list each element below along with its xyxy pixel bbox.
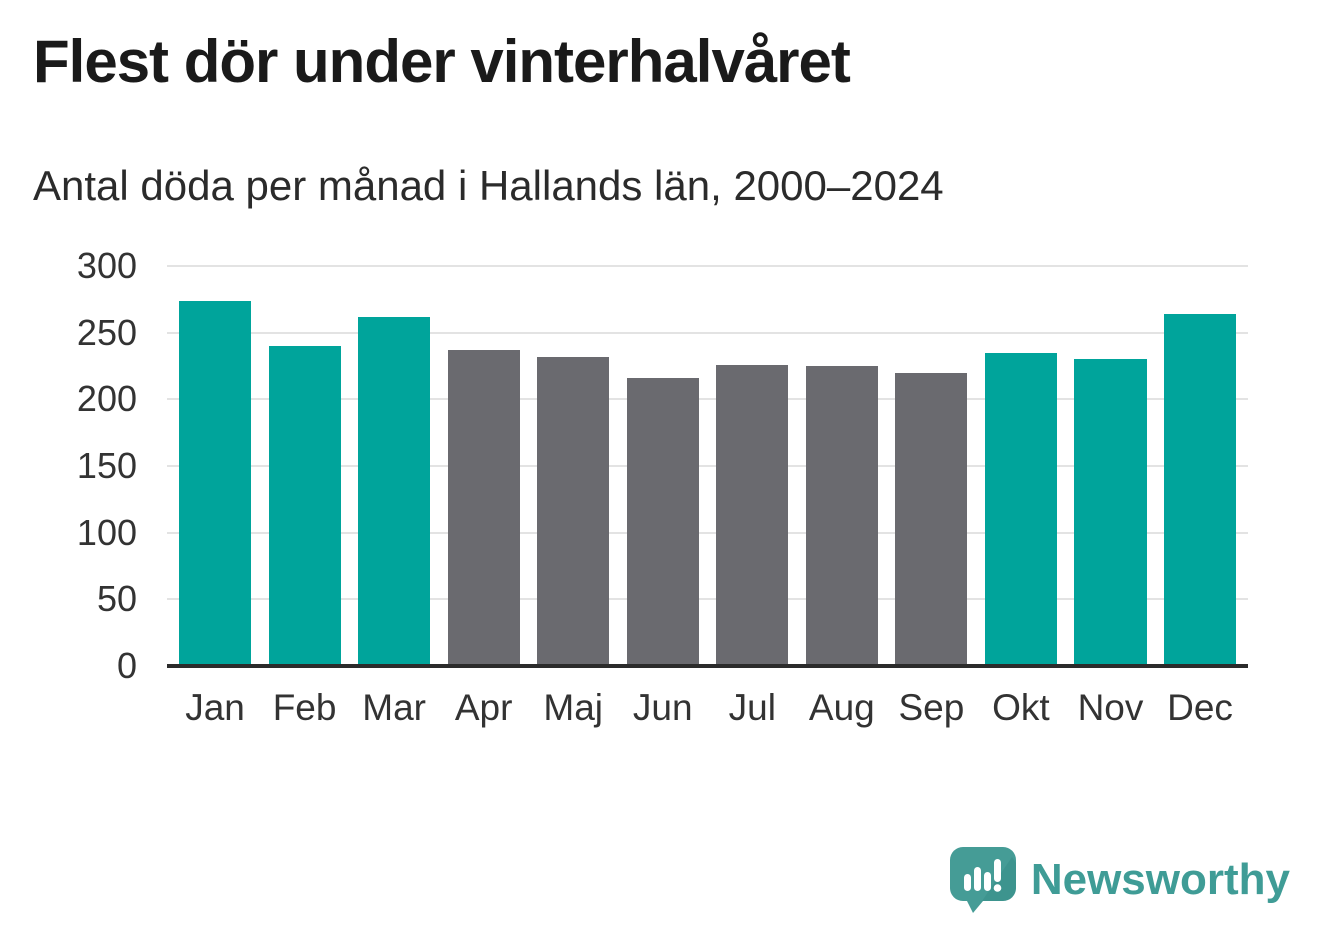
bar-mar (358, 316, 431, 666)
x-tick-label-mar: Mar (362, 687, 426, 728)
y-tick-label-150: 150 (76, 445, 137, 486)
newsworthy-logo: Newsworthy (948, 845, 1290, 915)
chart-subtitle: Antal döda per månad i Hallands län, 200… (33, 162, 944, 209)
x-tick-label-apr: Apr (454, 687, 513, 728)
bar-apr (447, 350, 520, 666)
bar-feb (268, 346, 341, 666)
x-tick-label-jan: Jan (185, 687, 245, 728)
plot-area: 0 50 100 150 200 250 300 (77, 248, 1248, 684)
gridline-300 (167, 265, 1248, 267)
bar-nov (1074, 359, 1147, 666)
chart-title: Flest dör under vinterhalvåret (33, 28, 851, 95)
gridline-150 (167, 465, 1248, 467)
x-tick-label-nov: Nov (1077, 687, 1144, 728)
y-tick-label-300: 300 (76, 245, 137, 286)
newsworthy-logo-text: Newsworthy (1030, 855, 1290, 904)
gridline-200 (167, 398, 1248, 401)
bar-jul (716, 364, 789, 666)
x-tick-label-dec: Dec (1167, 687, 1233, 728)
newsworthy-logo-icon (949, 847, 1016, 913)
gridline-50 (167, 598, 1248, 601)
y-tick-label-0: 0 (116, 645, 137, 686)
y-tick-label-50: 50 (96, 578, 137, 620)
bar-aug (805, 366, 878, 666)
x-tick-label-sep: Sep (898, 687, 965, 728)
x-tick-label-jul: Jul (728, 687, 776, 728)
gridline-100 (167, 531, 1248, 534)
x-axis-labels: Jan Feb Mar Apr Maj Jun Jul Aug Sep Okt Nov Dec (167, 686, 1248, 730)
x-axis-line (167, 664, 1248, 668)
x-tick-label-okt: Okt (992, 687, 1050, 728)
x-tick-label-aug: Aug (808, 687, 875, 728)
bar-maj (537, 356, 610, 666)
bar-jun (626, 378, 699, 666)
bar-dec (1164, 314, 1237, 666)
x-tick-label-maj: Maj (543, 687, 604, 728)
x-tick-label-jun: Jun (632, 687, 693, 728)
x-tick-label-feb: Feb (272, 687, 337, 728)
bar-jan (179, 300, 252, 666)
y-tick-label-200: 200 (76, 378, 137, 420)
bar-okt (984, 352, 1057, 666)
bars (167, 266, 1248, 666)
bar-sep (895, 372, 968, 666)
y-tick-label-250: 250 (76, 311, 137, 353)
gridline-250 (167, 331, 1248, 334)
y-tick-label-100: 100 (76, 511, 137, 553)
